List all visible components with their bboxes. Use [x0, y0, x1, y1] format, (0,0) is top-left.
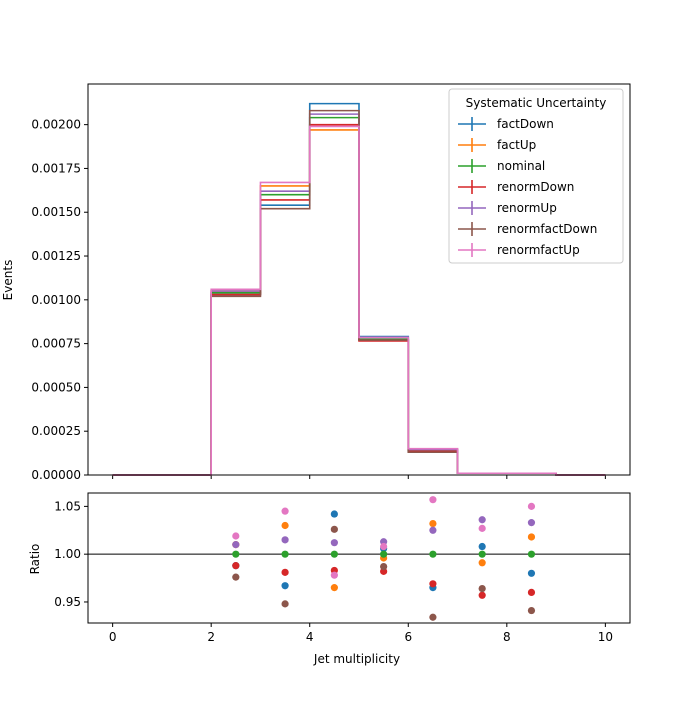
ratio-point-renormfactUp — [478, 524, 486, 532]
ratio-point-renormUp — [478, 516, 486, 524]
ratio-x-axis-label: Jet multiplicity — [313, 652, 400, 666]
legend-items: factDown factUp nominal renormDown renormUp r… — [458, 117, 597, 257]
legend-label-nominal: nominal — [497, 159, 545, 173]
legend-item-nominal: nominal — [458, 159, 545, 173]
legend-item-factUp: factUp — [458, 138, 536, 152]
ratio-point-factUp — [429, 519, 437, 528]
legend-label-renormDown: renormDown — [497, 180, 574, 194]
events-y-tick-label: 0.00000 — [31, 468, 81, 482]
ratio-point-nominal — [527, 550, 536, 558]
ratio-x-tick-label: 10 — [598, 630, 613, 644]
legend-label-renormfactUp: renormfactUp — [497, 243, 580, 257]
legend: Systematic Uncertainty factDown factUp nom… — [448, 88, 624, 264]
events-y-tick-label: 0.00075 — [31, 337, 81, 351]
ratio-y-axis-label: Ratio — [28, 544, 42, 575]
ratio-x-ticks: 0 2 4 6 8 10 — [109, 623, 613, 644]
ratio-point-renormDown — [281, 568, 289, 576]
ratio-point-renormfactUp — [232, 532, 240, 540]
ratio-point-renormfactDown — [527, 606, 536, 615]
ratio-point-factUp — [478, 559, 486, 567]
events-axes-frame — [87, 83, 631, 476]
events-y-tick-label: 0.00175 — [31, 161, 81, 175]
ratio-point-renormfactDown — [232, 573, 240, 581]
ratio-x-tick-label: 2 — [207, 630, 215, 644]
legend-label-factUp: factUp — [497, 138, 536, 152]
ratio-point-renormDown — [478, 591, 486, 599]
ratio-x-tick-label: 4 — [306, 630, 314, 644]
ratio-axes-frame — [87, 492, 631, 624]
legend-item-renormDown: renormDown — [458, 180, 574, 194]
ratio-point-factUp — [527, 533, 536, 541]
legend-item-factDown: factDown — [458, 117, 554, 131]
ratio-point-renormfactUp — [281, 507, 289, 515]
ratio-point-renormfactDown — [429, 613, 437, 621]
legend-item-renormfactDown: renormfactDown — [458, 222, 597, 236]
ratio-points — [232, 496, 536, 621]
ratio-point-nominal — [330, 550, 338, 558]
ratio-point-renormUp — [429, 526, 437, 534]
legend-item-renormUp: renormUp — [458, 201, 557, 215]
ratio-x-tick-label: 0 — [109, 630, 117, 644]
events-y-axis-label: Events — [1, 260, 15, 301]
events-panel: 0.00000 0.00025 0.00050 0.00075 0.00100 0.001… — [1, 83, 631, 482]
events-y-tick-label: 0.00100 — [31, 293, 81, 307]
ratio-point-renormfactDown — [478, 584, 486, 593]
ratio-point-factDown — [527, 569, 536, 577]
ratio-y-tick-label: 1.05 — [54, 499, 81, 513]
ratio-point-factDown — [330, 510, 338, 518]
legend-label-factDown: factDown — [497, 117, 554, 131]
ratio-point-nominal — [380, 550, 388, 558]
ratio-point-nominal — [232, 550, 240, 558]
ratio-y-tick-label: 1.00 — [54, 547, 81, 561]
ratio-point-renormDown — [429, 580, 437, 588]
ratio-y-ticks: 0.95 1.00 1.05 — [54, 499, 88, 609]
ratio-y-tick-label: 0.95 — [54, 595, 81, 609]
ratio-point-renormDown — [232, 562, 240, 570]
ratio-point-nominal — [478, 550, 486, 558]
ratio-point-renormUp — [281, 536, 289, 544]
ratio-point-renormUp — [527, 519, 536, 527]
ratio-point-factDown — [478, 542, 486, 551]
ratio-panel: 0.95 1.00 1.05 0 2 4 6 8 10 Ratio Jet multiplic… — [28, 492, 631, 666]
legend-label-renormfactDown: renormfactDown — [497, 222, 597, 236]
events-histograms — [112, 102, 606, 476]
events-y-tick-label: 0.00050 — [31, 380, 81, 394]
ratio-point-renormUp — [330, 539, 338, 547]
ratio-point-renormfactDown — [281, 600, 289, 608]
ratio-point-factDown — [281, 582, 289, 590]
ratio-point-renormUp — [232, 541, 240, 549]
legend-title: Systematic Uncertainty — [466, 96, 607, 110]
ratio-x-tick-label: 6 — [404, 630, 412, 644]
events-y-tick-label: 0.00150 — [31, 205, 81, 219]
histogram-renormfactUp — [112, 125, 606, 476]
events-y-tick-label: 0.00125 — [31, 249, 81, 263]
ratio-point-renormDown — [527, 588, 536, 597]
events-y-tick-label: 0.00025 — [31, 424, 81, 438]
legend-box — [448, 88, 624, 264]
ratio-point-renormfactDown — [330, 525, 338, 533]
ratio-point-factUp — [281, 521, 289, 530]
legend-label-renormUp: renormUp — [497, 201, 557, 215]
ratio-point-factUp — [330, 584, 338, 592]
ratio-x-tick-label: 8 — [503, 630, 511, 644]
ratio-point-renormfactDown — [380, 563, 388, 571]
events-y-ticks: 0.00000 0.00025 0.00050 0.00075 0.00100 0.001… — [31, 118, 88, 482]
events-x-ticks — [112, 475, 606, 479]
ratio-point-renormfactUp — [527, 502, 536, 510]
ratio-point-nominal — [281, 550, 289, 558]
ratio-point-nominal — [429, 550, 437, 558]
ratio-point-renormfactUp — [429, 496, 437, 504]
ratio-point-renormfactUp — [380, 542, 388, 551]
ratio-point-renormfactUp — [330, 571, 338, 579]
events-y-tick-label: 0.00200 — [31, 118, 81, 132]
legend-item-renormfactUp: renormfactUp — [458, 243, 580, 257]
